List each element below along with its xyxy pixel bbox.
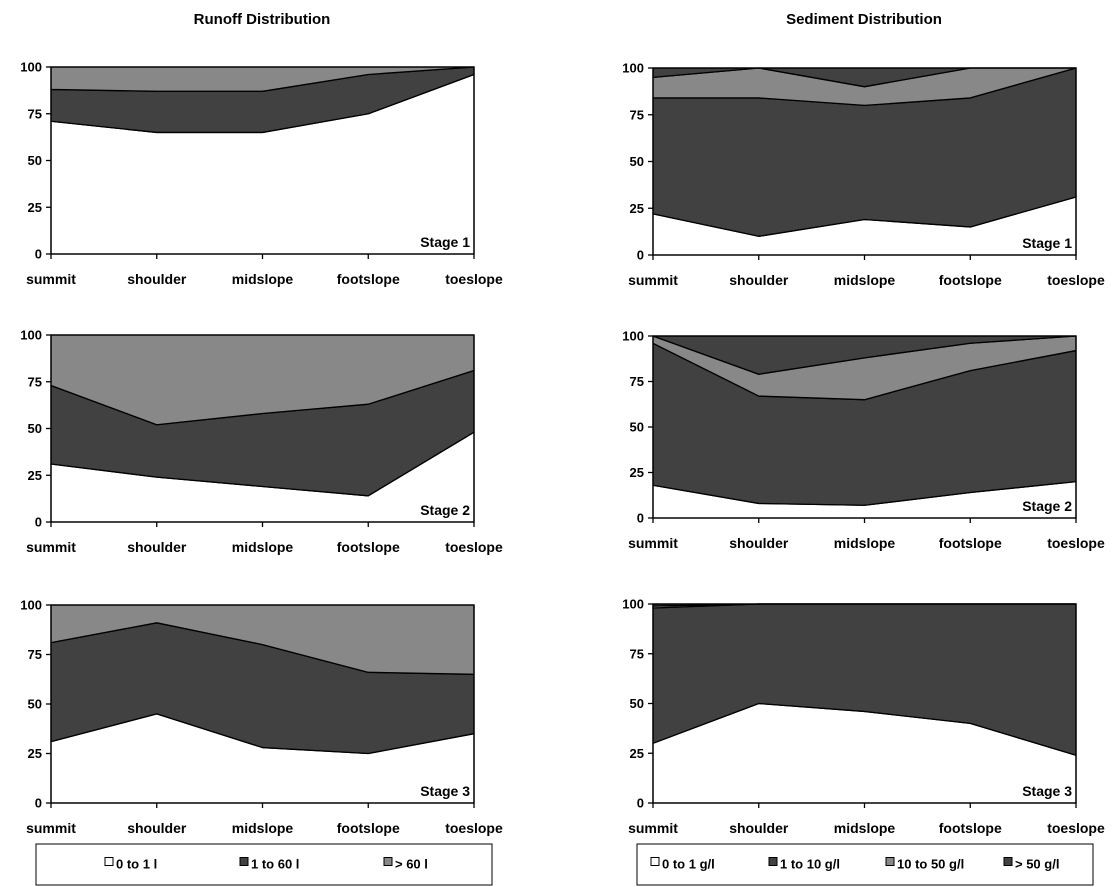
x-tick-label: shoulder — [127, 271, 187, 287]
x-tick-label: footslope — [939, 272, 1002, 288]
y-tick-label: 25 — [630, 201, 644, 216]
stage-label: Stage 1 — [420, 234, 470, 250]
x-tick-label: toeslope — [445, 820, 503, 836]
y-tick-label: 100 — [20, 598, 42, 613]
legend-label: > 50 g/l — [1015, 857, 1059, 872]
stage-label: Stage 2 — [420, 502, 470, 518]
legend-label: > 60 l — [395, 857, 428, 872]
stage-label: Stage 3 — [1022, 783, 1072, 799]
runoff-legend: 0 to 1 l 1 to 60 l > 60 l — [35, 843, 493, 886]
x-tick-label: summit — [26, 539, 76, 555]
x-tick-label: midslope — [834, 820, 896, 836]
y-tick-label: 50 — [28, 153, 42, 168]
x-tick-label: toeslope — [1047, 820, 1105, 836]
y-tick-label: 50 — [630, 154, 644, 169]
area-chart-runoff-1: 0 25 50 75 100 summit shoulder midslope footslop… — [20, 60, 503, 288]
legend-swatch — [383, 857, 393, 866]
area-chart-sediment-2: 0 25 50 75 100 summit shoulder midslope footslop… — [622, 329, 1105, 552]
y-tick-label: 75 — [630, 374, 644, 389]
x-tick-label: summit — [628, 820, 678, 836]
x-tick-label: shoulder — [729, 535, 789, 551]
x-tick-label: toeslope — [1047, 272, 1105, 288]
legend-swatch — [650, 857, 660, 866]
x-tick-label: summit — [628, 272, 678, 288]
legend-swatch — [104, 857, 114, 866]
x-tick-label: midslope — [834, 535, 896, 551]
legend-label: 1 to 60 l — [251, 857, 299, 872]
sediment-legend: 0 to 1 g/l 1 to 10 g/l 10 to 50 g/l > 50 g/… — [636, 843, 1094, 886]
legend-label: 0 to 1 g/l — [662, 857, 715, 872]
y-tick-label: 0 — [637, 511, 644, 526]
runoff-title: Runoff Distribution — [194, 11, 331, 28]
x-tick-label: shoulder — [127, 539, 187, 555]
x-tick-label: footslope — [939, 820, 1002, 836]
y-tick-label: 50 — [28, 697, 42, 712]
y-tick-label: 25 — [630, 465, 644, 480]
y-tick-label: 25 — [28, 200, 42, 215]
y-tick-label: 100 — [20, 328, 42, 343]
legends-layer: 0 to 1 l 1 to 60 l > 60 l 0 to 1 g/l 1 to 10… — [35, 843, 1094, 886]
y-tick-label: 75 — [28, 106, 42, 121]
y-tick-label: 75 — [630, 646, 644, 661]
y-tick-label: 0 — [35, 515, 42, 530]
x-tick-label: midslope — [834, 272, 896, 288]
x-tick-label: shoulder — [729, 272, 789, 288]
y-tick-label: 75 — [28, 374, 42, 389]
area-chart-sediment-1: 0 25 50 75 100 summit shoulder midslope footslop… — [622, 61, 1105, 289]
legend-box — [636, 843, 1094, 886]
x-tick-label: midslope — [232, 820, 294, 836]
x-tick-label: toeslope — [1047, 535, 1105, 551]
x-tick-label: footslope — [939, 535, 1002, 551]
legend-swatch — [239, 857, 249, 866]
x-tick-label: summit — [26, 271, 76, 287]
legend-swatch — [768, 857, 778, 866]
stage-label: Stage 2 — [1022, 498, 1072, 514]
legend-swatch — [885, 857, 895, 866]
x-tick-label: footslope — [337, 539, 400, 555]
x-tick-label: toeslope — [445, 539, 503, 555]
y-tick-label: 100 — [20, 60, 42, 75]
legend-label: 10 to 50 g/l — [897, 857, 964, 872]
stage-label: Stage 1 — [1022, 235, 1072, 251]
y-tick-label: 25 — [28, 468, 42, 483]
x-tick-label: shoulder — [729, 820, 789, 836]
y-tick-label: 0 — [637, 796, 644, 811]
legend-label: 1 to 10 g/l — [780, 857, 840, 872]
x-tick-label: footslope — [337, 820, 400, 836]
x-tick-label: shoulder — [127, 820, 187, 836]
y-tick-label: 25 — [28, 746, 42, 761]
x-tick-label: summit — [26, 820, 76, 836]
y-tick-label: 25 — [630, 746, 644, 761]
area-chart-runoff-3: 0 25 50 75 100 summit shoulder midslope footslop… — [20, 598, 503, 837]
x-tick-label: summit — [628, 535, 678, 551]
y-tick-label: 75 — [630, 107, 644, 122]
y-tick-label: 100 — [622, 329, 644, 344]
y-tick-label: 75 — [28, 647, 42, 662]
stage-label: Stage 3 — [420, 783, 470, 799]
y-tick-label: 0 — [35, 247, 42, 262]
y-tick-label: 50 — [630, 696, 644, 711]
x-tick-label: midslope — [232, 539, 294, 555]
y-tick-label: 50 — [630, 420, 644, 435]
y-tick-label: 100 — [622, 597, 644, 612]
area-chart-sediment-3: 0 25 50 75 100 summit shoulder midslope footslop… — [622, 597, 1105, 837]
y-tick-label: 0 — [637, 248, 644, 263]
y-tick-label: 50 — [28, 421, 42, 436]
y-tick-label: 100 — [622, 61, 644, 76]
legend-swatch — [1003, 857, 1013, 866]
x-tick-label: midslope — [232, 271, 294, 287]
y-tick-label: 0 — [35, 796, 42, 811]
sediment-title: Sediment Distribution — [786, 11, 942, 28]
charts-layer: 0 25 50 75 100 summit shoulder midslope footslop… — [20, 60, 1105, 837]
area-chart-runoff-2: 0 25 50 75 100 summit shoulder midslope footslop… — [20, 328, 503, 556]
legend-label: 0 to 1 l — [116, 857, 157, 872]
x-tick-label: footslope — [337, 271, 400, 287]
x-tick-label: toeslope — [445, 271, 503, 287]
